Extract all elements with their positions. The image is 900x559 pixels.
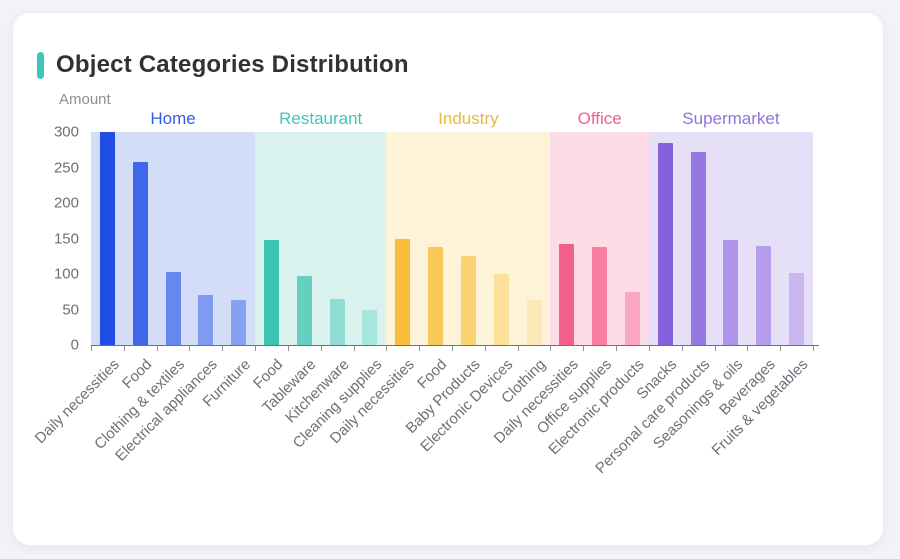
x-axis-tick: [189, 346, 191, 351]
x-axis-tick: [517, 346, 519, 351]
x-axis-tick: [123, 346, 125, 351]
bar-restaurant-cleaning-supplies[interactable]: [362, 309, 378, 345]
bar-industry-food[interactable]: [428, 247, 444, 345]
bar-office-daily-necessities[interactable]: [559, 244, 575, 345]
x-axis-tick: [255, 346, 257, 351]
x-axis-tick: [550, 346, 552, 351]
bar-restaurant-tableware[interactable]: [296, 276, 312, 345]
bar-industry-electronic-devices[interactable]: [493, 274, 509, 345]
x-axis-tick: [156, 346, 158, 351]
x-axis-tick: [681, 346, 683, 351]
y-axis-tick-label: 50: [62, 301, 79, 318]
bar-restaurant-food[interactable]: [264, 239, 279, 345]
y-axis-tick-label: 200: [53, 194, 79, 212]
group-label-restaurant: Restaurant: [279, 109, 363, 128]
x-axis-tick: [222, 346, 224, 351]
y-axis-tick-label: 300: [53, 123, 79, 141]
group-label-supermarket: Supermarket: [682, 109, 780, 128]
x-axis-tick: [583, 346, 585, 351]
group-label-home: Home: [150, 109, 196, 128]
x-axis-tick: [91, 346, 92, 351]
x-axis-tick: [287, 346, 289, 351]
y-axis-tick-label: 0: [70, 336, 79, 354]
x-axis-tick: [386, 346, 388, 351]
y-axis-tick-label: 250: [53, 159, 79, 176]
bar-restaurant-kitchenware[interactable]: [329, 298, 345, 345]
x-axis-tick: [452, 346, 453, 351]
x-axis-tick: [714, 346, 716, 351]
x-axis-tick: [320, 346, 322, 351]
bar-home-electrical-appliances[interactable]: [198, 295, 214, 345]
bar-industry-daily-necessities[interactable]: [395, 238, 411, 345]
bar-supermarket-seasonings-oils[interactable]: [723, 239, 739, 345]
card-header: Object Categories Distribution: [37, 51, 409, 79]
bar-supermarket-snacks[interactable]: [657, 142, 673, 345]
x-axis-tick: [419, 346, 421, 351]
bar-office-electronic-products[interactable]: [625, 291, 640, 345]
bar-supermarket-beverages[interactable]: [756, 245, 772, 345]
page-title: Object Categories Distribution: [56, 51, 409, 78]
bar-supermarket-fruits-vegetables[interactable]: [789, 272, 805, 345]
x-axis-tick: [616, 346, 618, 351]
x-axis-tick: [353, 346, 355, 351]
x-axis-tick: [747, 346, 749, 351]
x-axis-tick: [780, 346, 782, 351]
y-axis-title: Amount: [59, 91, 111, 108]
y-axis-tick-label: 100: [53, 265, 79, 283]
x-axis-tick: [484, 346, 486, 351]
bar-home-clothing-textiles[interactable]: [165, 271, 181, 345]
group-label-industry: Industry: [438, 109, 499, 128]
x-axis-tick: [648, 346, 650, 351]
x-axis-line: [91, 345, 819, 346]
title-accent-bar: [37, 51, 44, 79]
bar-industry-clothing[interactable]: [526, 300, 542, 345]
bar-home-furniture[interactable]: [231, 299, 247, 345]
bar-office-office-supplies[interactable]: [592, 247, 608, 345]
bar-industry-baby-products[interactable]: [460, 255, 476, 345]
chart-plot-area: 0 50 100 150 200 250 300 Home Daily necessities F…: [13, 13, 885, 547]
x-axis-tick: [813, 346, 814, 351]
group-label-office: Office: [577, 109, 622, 128]
bar-supermarket-personal-care-products[interactable]: [690, 151, 706, 345]
bar-home-daily-necessities[interactable]: [99, 132, 115, 345]
bar-home-food[interactable]: [132, 161, 148, 345]
y-axis-tick-label: 150: [53, 230, 79, 247]
